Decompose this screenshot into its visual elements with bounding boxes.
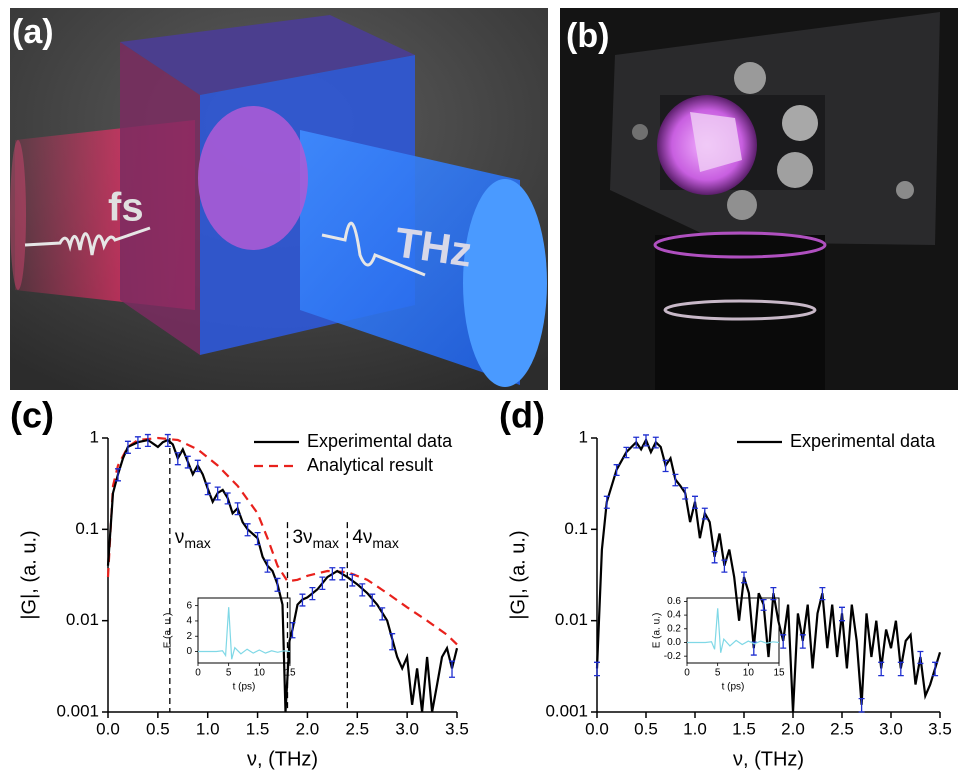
y-tick-label: 2 — [186, 631, 192, 642]
y-tick-label: 0.01 — [66, 610, 99, 629]
error-bar — [672, 474, 678, 485]
x-tick-label: 0 — [195, 668, 201, 679]
beam-end — [10, 140, 26, 290]
annotation-text: 4ν — [352, 527, 372, 548]
x-tick-label: 0.5 — [146, 719, 170, 738]
x-tick-label: 2.0 — [296, 719, 320, 738]
annotation-subscript: max — [372, 535, 398, 551]
y-tick-label: 0.01 — [555, 610, 588, 629]
annotation-text: 3ν — [292, 527, 312, 548]
x-axis-label: t (ps) — [722, 682, 745, 693]
x-tick-label: 3.5 — [445, 719, 469, 738]
x-tick-label: 2.5 — [345, 719, 369, 738]
y-tick-label: 0.2 — [667, 623, 681, 634]
error-bar — [839, 607, 845, 620]
error-bar — [751, 642, 757, 655]
screw — [727, 190, 757, 220]
x-tick-label: 15 — [773, 668, 785, 679]
annotation-subscript: max — [184, 535, 210, 551]
x-tick-label: 1.5 — [246, 719, 270, 738]
x-tick-label: 3.5 — [928, 719, 952, 738]
x-tick-label: 10 — [743, 668, 755, 679]
legend-label: Experimental data — [307, 431, 453, 451]
annotation: 3νmax — [292, 527, 339, 551]
x-tick-label: 0 — [684, 668, 690, 679]
error-bar — [878, 662, 884, 675]
error-bar — [309, 588, 315, 600]
plot-frame — [198, 598, 290, 663]
error-bar — [800, 635, 806, 648]
y-tick-label: 0.1 — [75, 519, 99, 538]
y-tick-label: 0.1 — [564, 519, 588, 538]
error-bar — [299, 594, 305, 606]
screw — [777, 152, 813, 188]
error-bar — [917, 651, 923, 663]
thz-beam-end — [463, 179, 547, 387]
x-axis-label: ν, (THz) — [733, 748, 804, 770]
y-tick-label: 0.001 — [545, 701, 588, 720]
y-tick-label: -0.2 — [664, 651, 682, 662]
x-tick-label: 2.5 — [830, 719, 854, 738]
panel-label: (b) — [566, 17, 609, 55]
annotation-subscript: max — [313, 535, 339, 551]
y-tick-label: 1 — [90, 427, 99, 446]
y-axis-label: |G|, (a. u.) — [507, 530, 529, 619]
x-tick-label: 1.5 — [732, 719, 756, 738]
y-tick-label: 6 — [186, 600, 192, 611]
y-tick-label: 0.001 — [56, 701, 99, 720]
x-tick-label: 3.0 — [879, 719, 903, 738]
x-tick-label: 3.0 — [395, 719, 419, 738]
annotation: νmax — [175, 527, 211, 551]
error-bar — [594, 662, 600, 675]
error-bar — [898, 662, 904, 675]
x-tick-label: 0.5 — [634, 719, 658, 738]
y-tick-label: 0.4 — [667, 610, 681, 621]
x-axis-label: ν, (THz) — [247, 748, 318, 770]
panel-a: fs THz (a) — [10, 8, 548, 390]
x-tick-label: 15 — [284, 668, 296, 679]
x-tick-label: 10 — [254, 668, 266, 679]
x-tick-label: 2.0 — [781, 719, 805, 738]
annotation-text: ν — [175, 527, 185, 548]
x-tick-label: 1.0 — [196, 719, 220, 738]
y-tick-label: 4 — [186, 616, 192, 627]
y-axis-label: E (a. u.) — [652, 613, 663, 649]
y-axis-label: E (a. u.) — [163, 613, 174, 649]
legend-label: Experimental data — [790, 431, 936, 451]
y-tick-label: 1 — [579, 427, 588, 446]
error-bar — [859, 699, 865, 712]
error-bar — [712, 552, 718, 563]
screw — [734, 62, 766, 94]
x-tick-label: 0.0 — [96, 719, 120, 738]
x-tick-label: 5 — [226, 668, 232, 679]
x-tick-label: 0.0 — [585, 719, 609, 738]
data-line — [597, 440, 940, 712]
data-line — [198, 607, 290, 659]
panel-label: (c) — [10, 395, 54, 436]
y-axis-label: |G|, (a. u.) — [18, 530, 40, 619]
annotation: 4νmax — [352, 527, 399, 551]
beam-spot — [198, 106, 308, 250]
screw — [782, 105, 818, 141]
data-line — [108, 440, 457, 712]
fs-label: fs — [108, 186, 144, 230]
x-tick-label: 5 — [715, 668, 721, 679]
screw — [632, 124, 648, 140]
x-axis-label: t (ps) — [233, 682, 256, 693]
screw — [896, 181, 914, 199]
panel-label: (d) — [499, 395, 545, 436]
y-tick-label: 0.6 — [667, 596, 681, 607]
legend-label: Analytical result — [307, 455, 433, 475]
panel-b: (b) — [560, 8, 958, 390]
y-tick-label: 0.0 — [667, 637, 681, 648]
y-tick-label: 0 — [186, 646, 192, 657]
panel-label: (a) — [12, 13, 54, 51]
figure: fs THz (a) (b) 0.0 0.5 1.0 1.5 2.0 2.5 3.0 3.5 0… — [0, 0, 962, 775]
x-tick-label: 1.0 — [683, 719, 707, 738]
